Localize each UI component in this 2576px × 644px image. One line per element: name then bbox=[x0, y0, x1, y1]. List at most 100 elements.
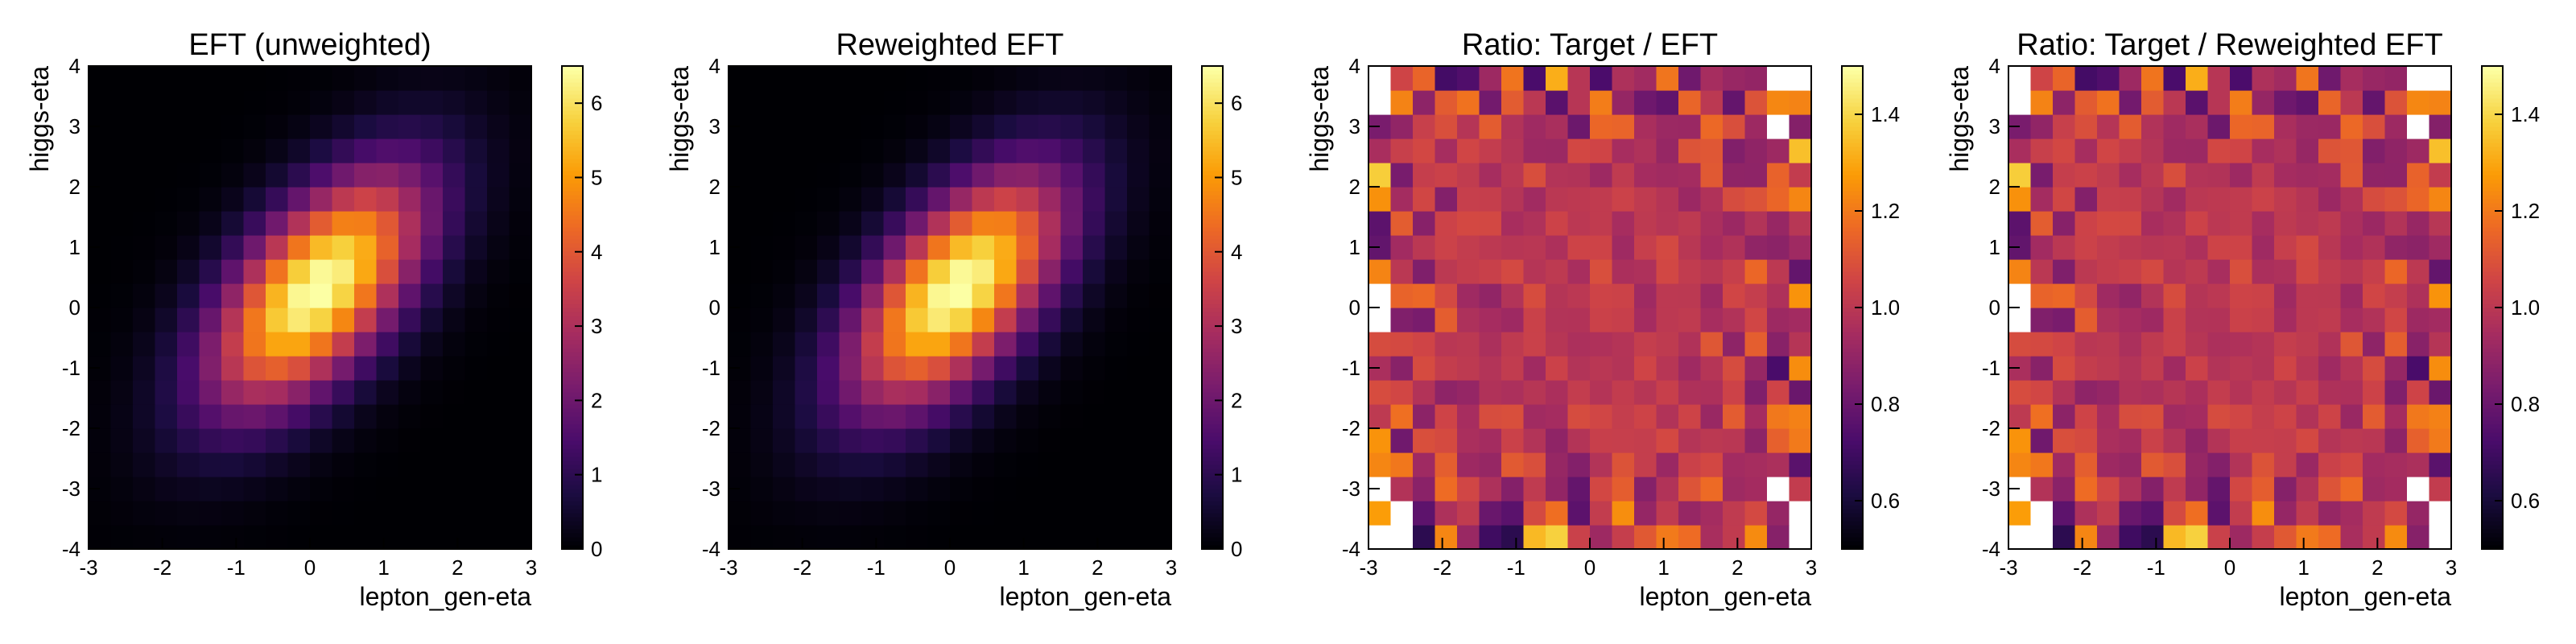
colorbar-step bbox=[1202, 388, 1223, 393]
heatmap-cell bbox=[773, 428, 796, 453]
heatmap-cell bbox=[1700, 404, 1724, 429]
heatmap-cell bbox=[1789, 477, 1812, 502]
heatmap-cell bbox=[110, 501, 134, 526]
heatmap-cell bbox=[2340, 308, 2363, 332]
colorbar-step bbox=[2482, 195, 2503, 200]
colorbar-step bbox=[2482, 147, 2503, 151]
heatmap-cell bbox=[773, 380, 796, 405]
colorbar-step bbox=[1202, 207, 1223, 212]
heatmap-cell bbox=[1127, 501, 1150, 526]
heatmap-cell bbox=[2074, 163, 2098, 188]
heatmap-cell bbox=[2407, 211, 2430, 236]
colorbar-step bbox=[2482, 545, 2503, 550]
heatmap-cell bbox=[927, 501, 951, 526]
heatmap-cell bbox=[972, 525, 995, 550]
heatmap-cell bbox=[1678, 308, 1702, 332]
heatmap-cell bbox=[310, 90, 333, 115]
heatmap-cell bbox=[1060, 332, 1084, 357]
heatmap-cell bbox=[1413, 163, 1436, 188]
colorbar-step bbox=[1202, 247, 1223, 252]
heatmap-cell bbox=[1546, 235, 1569, 260]
heatmap-cell bbox=[2207, 187, 2231, 212]
colorbar-step bbox=[1202, 541, 1223, 546]
heatmap-cell bbox=[1016, 501, 1039, 526]
colorbar-step bbox=[1842, 388, 1863, 393]
heatmap-cell bbox=[950, 380, 973, 405]
heatmap-cell bbox=[1523, 211, 1546, 236]
colorbar-step bbox=[1842, 424, 1863, 429]
heatmap-cell bbox=[2407, 66, 2430, 91]
heatmap-cell bbox=[773, 283, 796, 308]
heatmap-cell bbox=[2008, 90, 2032, 115]
heatmap-cell bbox=[817, 332, 840, 357]
heatmap-cell bbox=[2296, 404, 2319, 429]
colorbar-step bbox=[562, 279, 583, 284]
heatmap-cell bbox=[906, 259, 929, 284]
heatmap-cell bbox=[509, 525, 532, 550]
heatmap-cell bbox=[1656, 163, 1679, 188]
heatmap-cell bbox=[110, 404, 134, 429]
heatmap-cell bbox=[420, 380, 444, 405]
heatmap-cell bbox=[2053, 501, 2076, 526]
colorbar-step bbox=[1202, 537, 1223, 542]
heatmap-cell bbox=[2296, 283, 2319, 308]
heatmap-cell bbox=[2074, 477, 2098, 502]
chart-title: Reweighted EFT bbox=[836, 28, 1063, 62]
heatmap-cell bbox=[729, 163, 752, 188]
heatmap-cell bbox=[199, 259, 222, 284]
heatmap-cell bbox=[155, 187, 178, 212]
heatmap-cell bbox=[1744, 163, 1768, 188]
heatmap-cell bbox=[2053, 235, 2076, 260]
heatmap-cell bbox=[1612, 138, 1635, 163]
heatmap-cell bbox=[110, 283, 134, 308]
heatmap-cell bbox=[2318, 332, 2342, 357]
heatmap-cell bbox=[266, 283, 289, 308]
heatmap-cell bbox=[1038, 501, 1062, 526]
heatmap-cell bbox=[1501, 452, 1525, 477]
colorbar-step bbox=[1202, 400, 1223, 405]
colorbar-step bbox=[2482, 295, 2503, 300]
heatmap-cell bbox=[1149, 332, 1172, 357]
heatmap-cell bbox=[2384, 187, 2408, 212]
heatmap-cell bbox=[1634, 259, 1657, 284]
colorbar-step bbox=[1202, 408, 1223, 413]
colorbar-step bbox=[1202, 231, 1223, 236]
heatmap-cell bbox=[2207, 380, 2231, 405]
heatmap-cell bbox=[1789, 308, 1812, 332]
heatmap-cell bbox=[2340, 66, 2363, 91]
colorbar-step bbox=[562, 408, 583, 413]
heatmap-cell bbox=[994, 356, 1018, 381]
heatmap-cell bbox=[2340, 90, 2363, 115]
heatmap-cell bbox=[906, 211, 929, 236]
heatmap-cell bbox=[906, 477, 929, 502]
heatmap-cell bbox=[2097, 138, 2120, 163]
heatmap-cell bbox=[1368, 428, 1392, 453]
heatmap-cell bbox=[994, 477, 1018, 502]
x-tick-label: 3 bbox=[2446, 555, 2457, 580]
x-tick-label: 0 bbox=[944, 555, 956, 580]
heatmap-cell bbox=[177, 163, 200, 188]
heatmap-cell bbox=[2429, 138, 2452, 163]
colorbar-step bbox=[1202, 90, 1223, 95]
colorbar-step bbox=[1202, 167, 1223, 171]
colorbar-step bbox=[2482, 464, 2503, 469]
colorbar-step bbox=[2482, 199, 2503, 204]
colorbar-step bbox=[1202, 340, 1223, 345]
heatmap-cell bbox=[861, 356, 885, 381]
colorbar-step bbox=[1202, 521, 1223, 526]
heatmap-cell bbox=[310, 332, 333, 357]
heatmap-cell bbox=[110, 477, 134, 502]
heatmap-cell bbox=[839, 163, 862, 188]
colorbar-step bbox=[562, 541, 583, 546]
heatmap-cell bbox=[443, 187, 466, 212]
heatmap-cell bbox=[2119, 477, 2142, 502]
heatmap-cell bbox=[1700, 187, 1724, 212]
heatmap-cell bbox=[2053, 163, 2076, 188]
heatmap-cell bbox=[1413, 259, 1436, 284]
heatmap-cell bbox=[487, 66, 510, 91]
heatmap-cell bbox=[110, 380, 134, 405]
colorbar-step bbox=[1202, 295, 1223, 300]
heatmap-cell bbox=[883, 235, 906, 260]
heatmap-cell bbox=[243, 211, 266, 236]
heatmap-cell bbox=[861, 90, 885, 115]
